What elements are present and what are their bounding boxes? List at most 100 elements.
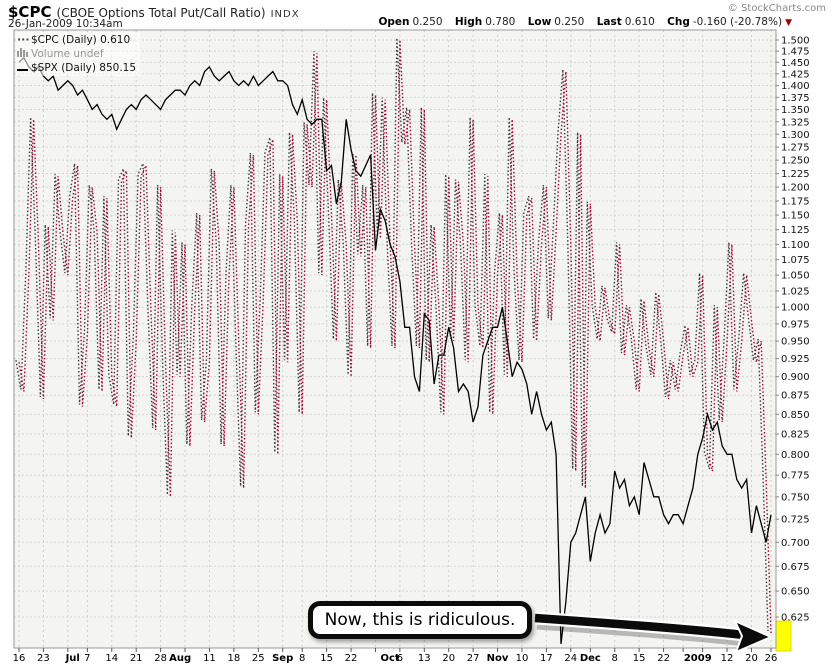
- x-tick-label: 7: [84, 653, 90, 664]
- legend-item-cpc: ··· $CPC (Daily) 0.610: [17, 33, 136, 47]
- high-label: High: [454, 16, 483, 28]
- y-tick-label: 0.850: [781, 410, 810, 421]
- y-tick-label: 1.300: [781, 130, 810, 141]
- x-tick-label: 6: [397, 653, 403, 664]
- y-tick-label: 0.975: [781, 319, 810, 330]
- x-tick-label: 28: [154, 653, 167, 664]
- last-label: Last: [596, 16, 622, 28]
- y-tick-label: 1.125: [781, 225, 810, 236]
- x-tick-label: 11: [203, 653, 216, 664]
- y-tick-label: 0.775: [781, 471, 810, 482]
- y-tick-label: 1.375: [781, 93, 810, 104]
- spx-line: [18, 56, 772, 644]
- y-tick-label: 0.950: [781, 337, 810, 348]
- quote-line: Open 0.250 High 0.780 Low 0.250 Last 0.610 C…: [378, 16, 792, 28]
- x-tick-label: 14: [105, 653, 118, 664]
- x-tick-label: Nov: [487, 653, 509, 664]
- change-label: Chg: [667, 16, 690, 28]
- x-tick-label: Sep: [272, 653, 293, 664]
- chart-datetime: 26-Jan-2009 10:34am: [8, 18, 123, 30]
- low-label: Low: [527, 16, 552, 28]
- y-tick-label: 1.100: [781, 240, 810, 251]
- title-line: $CPC (CBOE Options Total Put/Call Ratio)…: [8, 2, 300, 21]
- y-tick-label: 0.725: [781, 515, 810, 526]
- y-tick-label: 1.350: [781, 105, 810, 116]
- high-value: 0.780: [485, 16, 516, 28]
- cpc-line-shadow: [15, 37, 769, 632]
- legend-item-volume: Volume undef: [17, 47, 136, 61]
- x-tick-label: 22: [345, 653, 358, 664]
- x-tick-label: 17: [540, 653, 553, 664]
- y-tick-label: 0.650: [781, 587, 810, 598]
- change-down-icon: ▼: [785, 18, 792, 28]
- y-tick-label: 0.925: [781, 354, 810, 365]
- plot-background: [14, 30, 776, 648]
- x-tick-label: Aug: [169, 653, 191, 664]
- copyright: © StockCharts.com: [727, 3, 826, 14]
- x-tick-label: 20: [442, 653, 455, 664]
- ticker-symbol: $CPC: [8, 3, 52, 21]
- x-tick-label: 8: [299, 653, 305, 664]
- open-value: 0.250: [412, 16, 443, 28]
- x-tick-label: Jul: [65, 653, 80, 664]
- x-tick-label: Dec: [580, 653, 601, 664]
- y-tick-label: 0.875: [781, 391, 810, 402]
- last-value: 0.610: [624, 16, 655, 28]
- x-tick-label: 15: [320, 653, 333, 664]
- y-tick-label: 1.200: [781, 183, 810, 194]
- series-lines: [15, 37, 772, 644]
- volume-bars-icon: [17, 47, 31, 61]
- x-tick-label: Oct: [381, 653, 400, 664]
- x-tick-label: 22: [657, 653, 670, 664]
- x-tick-label: 27: [467, 653, 480, 664]
- highlight-box: [775, 620, 792, 652]
- y-tick-label: 0.825: [781, 430, 810, 441]
- y-tick-label: 0.900: [781, 372, 810, 383]
- y-tick-label: 1.475: [781, 47, 810, 58]
- legend-volume-label: Volume undef: [31, 48, 104, 60]
- y-tick-label: 0.675: [781, 562, 810, 573]
- y-tick-label: 1.075: [781, 255, 810, 266]
- solid-line-icon: [17, 69, 28, 71]
- y-tick-label: 1.325: [781, 117, 810, 128]
- y-tick-label: 1.500: [781, 36, 810, 47]
- open-label: Open: [378, 16, 410, 28]
- ticker-exchange: INDX: [270, 9, 300, 20]
- x-tick-label: 10: [516, 653, 529, 664]
- x-tick-label: 2009: [684, 653, 712, 664]
- x-tick-label: 24: [564, 653, 577, 664]
- arrowhead-icon: [732, 619, 774, 654]
- y-tick-label: 1.025: [781, 286, 810, 297]
- x-tick-label: 23: [37, 653, 50, 664]
- y-tick-label: 0.700: [781, 538, 810, 549]
- plot-border: [13, 29, 777, 649]
- x-tick-label: 16: [13, 653, 26, 664]
- y-tick-label: 0.800: [781, 450, 810, 461]
- y-tick-label: 1.450: [781, 58, 810, 69]
- cpc-line: [18, 39, 772, 634]
- chart-legend: ··· $CPC (Daily) 0.610 Volume undef $SPX…: [16, 32, 141, 76]
- y-tick-label: 1.050: [781, 271, 810, 282]
- y-tick-label: 0.625: [781, 613, 810, 624]
- x-tick-label: 26: [765, 653, 778, 664]
- y-tick-label: 1.225: [781, 169, 810, 180]
- y-tick-label: 1.150: [781, 211, 810, 222]
- annotation-arrow: [534, 611, 774, 654]
- x-tick-label: 8: [612, 653, 618, 664]
- x-tick-label: 12: [721, 653, 734, 664]
- y-tick-label: 1.425: [781, 69, 810, 80]
- low-value: 0.250: [554, 16, 585, 28]
- y-tick-label: 1.400: [781, 81, 810, 92]
- ticker-name: (CBOE Options Total Put/Call Ratio): [56, 6, 266, 20]
- y-tick-label: 1.000: [781, 303, 810, 314]
- legend-cpc-label: $CPC (Daily) 0.610: [31, 34, 131, 46]
- axis-labels: 0.625 0.650 0.675 0.700 0.725 0.750 0.775 0.800…: [13, 36, 810, 665]
- x-tick-label: 20: [745, 653, 758, 664]
- legend-spx-label: $SPX (Daily) 850.15: [31, 62, 137, 74]
- y-tick-label: 1.250: [781, 156, 810, 167]
- annotation-text: Now, this is ridiculous.: [324, 610, 516, 630]
- x-tick-label: 15: [633, 653, 646, 664]
- legend-item-spx: $SPX (Daily) 850.15: [17, 61, 136, 75]
